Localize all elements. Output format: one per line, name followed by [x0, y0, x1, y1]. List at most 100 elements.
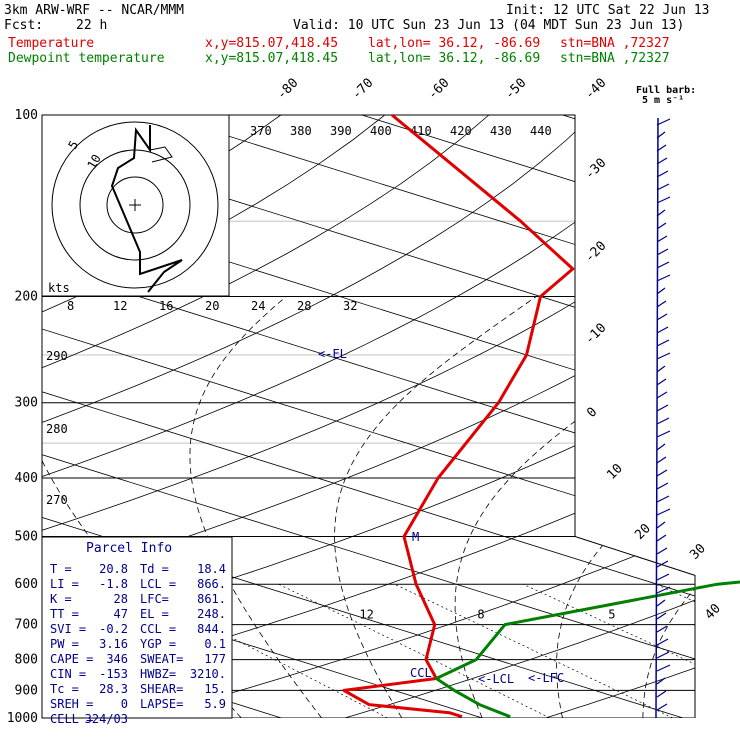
parcel-field-value: 28	[114, 592, 128, 606]
parcel-field-value: 47	[114, 607, 128, 621]
wind-barb-staff	[655, 117, 659, 719]
parcel-field-name: SREH =	[50, 697, 93, 711]
mixing-ratio-label: 12	[359, 608, 373, 622]
wind-barb	[656, 534, 667, 542]
parcel-field-value: 18.4	[197, 562, 226, 576]
dewpoint-legend-xy: x,y=815.07,418.45	[205, 51, 339, 66]
hodograph-speed-label: 28	[297, 299, 311, 313]
temperature-legend-latlon: lat,lon= 36.12, -86.69	[368, 36, 541, 51]
hodograph-trace	[149, 146, 173, 163]
barb-legend-unit: 5 m s⁻¹	[642, 95, 684, 106]
isotherm-line	[42, 115, 684, 718]
wind-barb	[656, 118, 671, 126]
potential-temperature-label: 400	[370, 124, 392, 138]
isotherm-tick-label: 20	[632, 521, 654, 543]
hodograph-ring	[106, 176, 164, 234]
wind-barb	[656, 313, 668, 321]
isotherm-line	[361, 115, 695, 718]
hodograph-speed-label: 12	[113, 299, 127, 313]
wind-barb	[656, 131, 666, 139]
wind-barb	[656, 209, 666, 217]
parcel-field-value: 844.	[197, 622, 226, 636]
parcel-field-value: 20.8	[99, 562, 128, 576]
dewpoint-profile-line	[434, 580, 740, 719]
wind-barb	[656, 417, 670, 425]
pressure-tick-label: 800	[15, 653, 38, 668]
wind-barb	[656, 339, 670, 347]
moist-adiabat-line	[334, 296, 537, 718]
wind-barb	[656, 378, 667, 386]
hodograph-speed-label: 32	[343, 299, 357, 313]
potential-temperature-label: 270	[46, 493, 68, 507]
wind-barb	[656, 495, 670, 503]
wind-barb	[656, 482, 669, 490]
profile-annotation-label: CCL	[410, 666, 432, 680]
wind-barb	[656, 638, 669, 646]
parcel-field-value: 177	[204, 652, 226, 666]
parcel-field-name: LI =	[50, 577, 79, 591]
mixing-ratio-label: 8	[477, 608, 484, 622]
parcel-field-name: PW =	[50, 637, 79, 651]
potential-temperature-label: 280	[46, 422, 68, 436]
wind-barb	[656, 677, 666, 685]
mixing-ratio-line	[278, 583, 550, 718]
parcel-field-name: LCL =	[140, 577, 176, 591]
dry-adiabat-line	[42, 115, 490, 718]
parcel-field-value: 0	[121, 697, 128, 711]
isotherm-line	[42, 115, 695, 718]
wind-barb	[656, 326, 669, 334]
parcel-field-name: T =	[50, 562, 72, 576]
hodograph-speed-label: 24	[251, 299, 265, 313]
isotherm-tick-label: 10	[604, 461, 626, 483]
pressure-tick-label: 900	[15, 683, 38, 698]
parcel-field-name: TT =	[50, 607, 79, 621]
isotherm-line	[42, 115, 695, 718]
dewpoint-legend-station: stn=BNA ,72327	[560, 51, 670, 66]
potential-temperature-label: 370	[250, 124, 272, 138]
parcel-field-name: CIN =	[50, 667, 86, 681]
wind-barb	[656, 547, 668, 555]
wind-barb	[656, 430, 671, 438]
hodograph-trace	[110, 125, 183, 293]
parcel-field-name: CCL =	[140, 622, 176, 636]
barb-legend-title: Full barb:	[636, 85, 696, 96]
isotherm-line	[42, 115, 695, 718]
dry-adiabat-line	[344, 115, 695, 718]
profile-annotation-label: <-EL	[318, 347, 347, 361]
pressure-tick-label: 100	[15, 108, 38, 123]
temperature-legend-label: Temperature	[8, 36, 95, 51]
pressure-tick-label: 500	[15, 529, 38, 544]
parcel-field-name: SHEAR=	[140, 682, 183, 696]
forecast-hour: 22 h	[76, 18, 108, 33]
potential-temperature-label: 440	[530, 124, 552, 138]
dewpoint-legend-label: Dewpoint temperature	[8, 51, 165, 66]
temperature-profile-line	[342, 113, 575, 719]
temperature-legend-station: stn=BNA ,72327	[560, 36, 670, 51]
potential-temperature-label: 430	[490, 124, 512, 138]
wind-barb	[656, 651, 670, 659]
model-title: 3km ARW-WRF -- NCAR/MMM	[4, 3, 185, 18]
dry-adiabat-line	[42, 115, 695, 718]
moist-adiabat-line	[556, 343, 695, 718]
hodograph-ring-label: 10	[84, 152, 103, 172]
isotherm-line	[42, 115, 695, 718]
isotherm-tick-label: 0	[584, 405, 600, 421]
dry-adiabat-line	[143, 115, 695, 718]
isotherm-line	[160, 115, 695, 718]
isotherm-tick-label: -40	[582, 76, 609, 103]
wind-barb	[656, 300, 667, 308]
parcel-field-value: 324/03	[85, 712, 128, 726]
parcel-field-value: 3210.	[190, 667, 226, 681]
isotherm-tick-label: -20	[582, 239, 609, 266]
parcel-field-name: Tc =	[50, 682, 79, 696]
dry-adiabat-line	[545, 115, 695, 718]
wind-barb	[656, 508, 671, 516]
wind-barb-column	[655, 117, 671, 719]
isotherm-tick-label: 40	[702, 601, 724, 623]
wind-barb	[656, 690, 667, 698]
mixing-ratio-line	[394, 583, 673, 718]
wind-barb	[656, 352, 671, 360]
hodograph-ring	[51, 121, 219, 289]
wind-barb	[656, 456, 667, 464]
